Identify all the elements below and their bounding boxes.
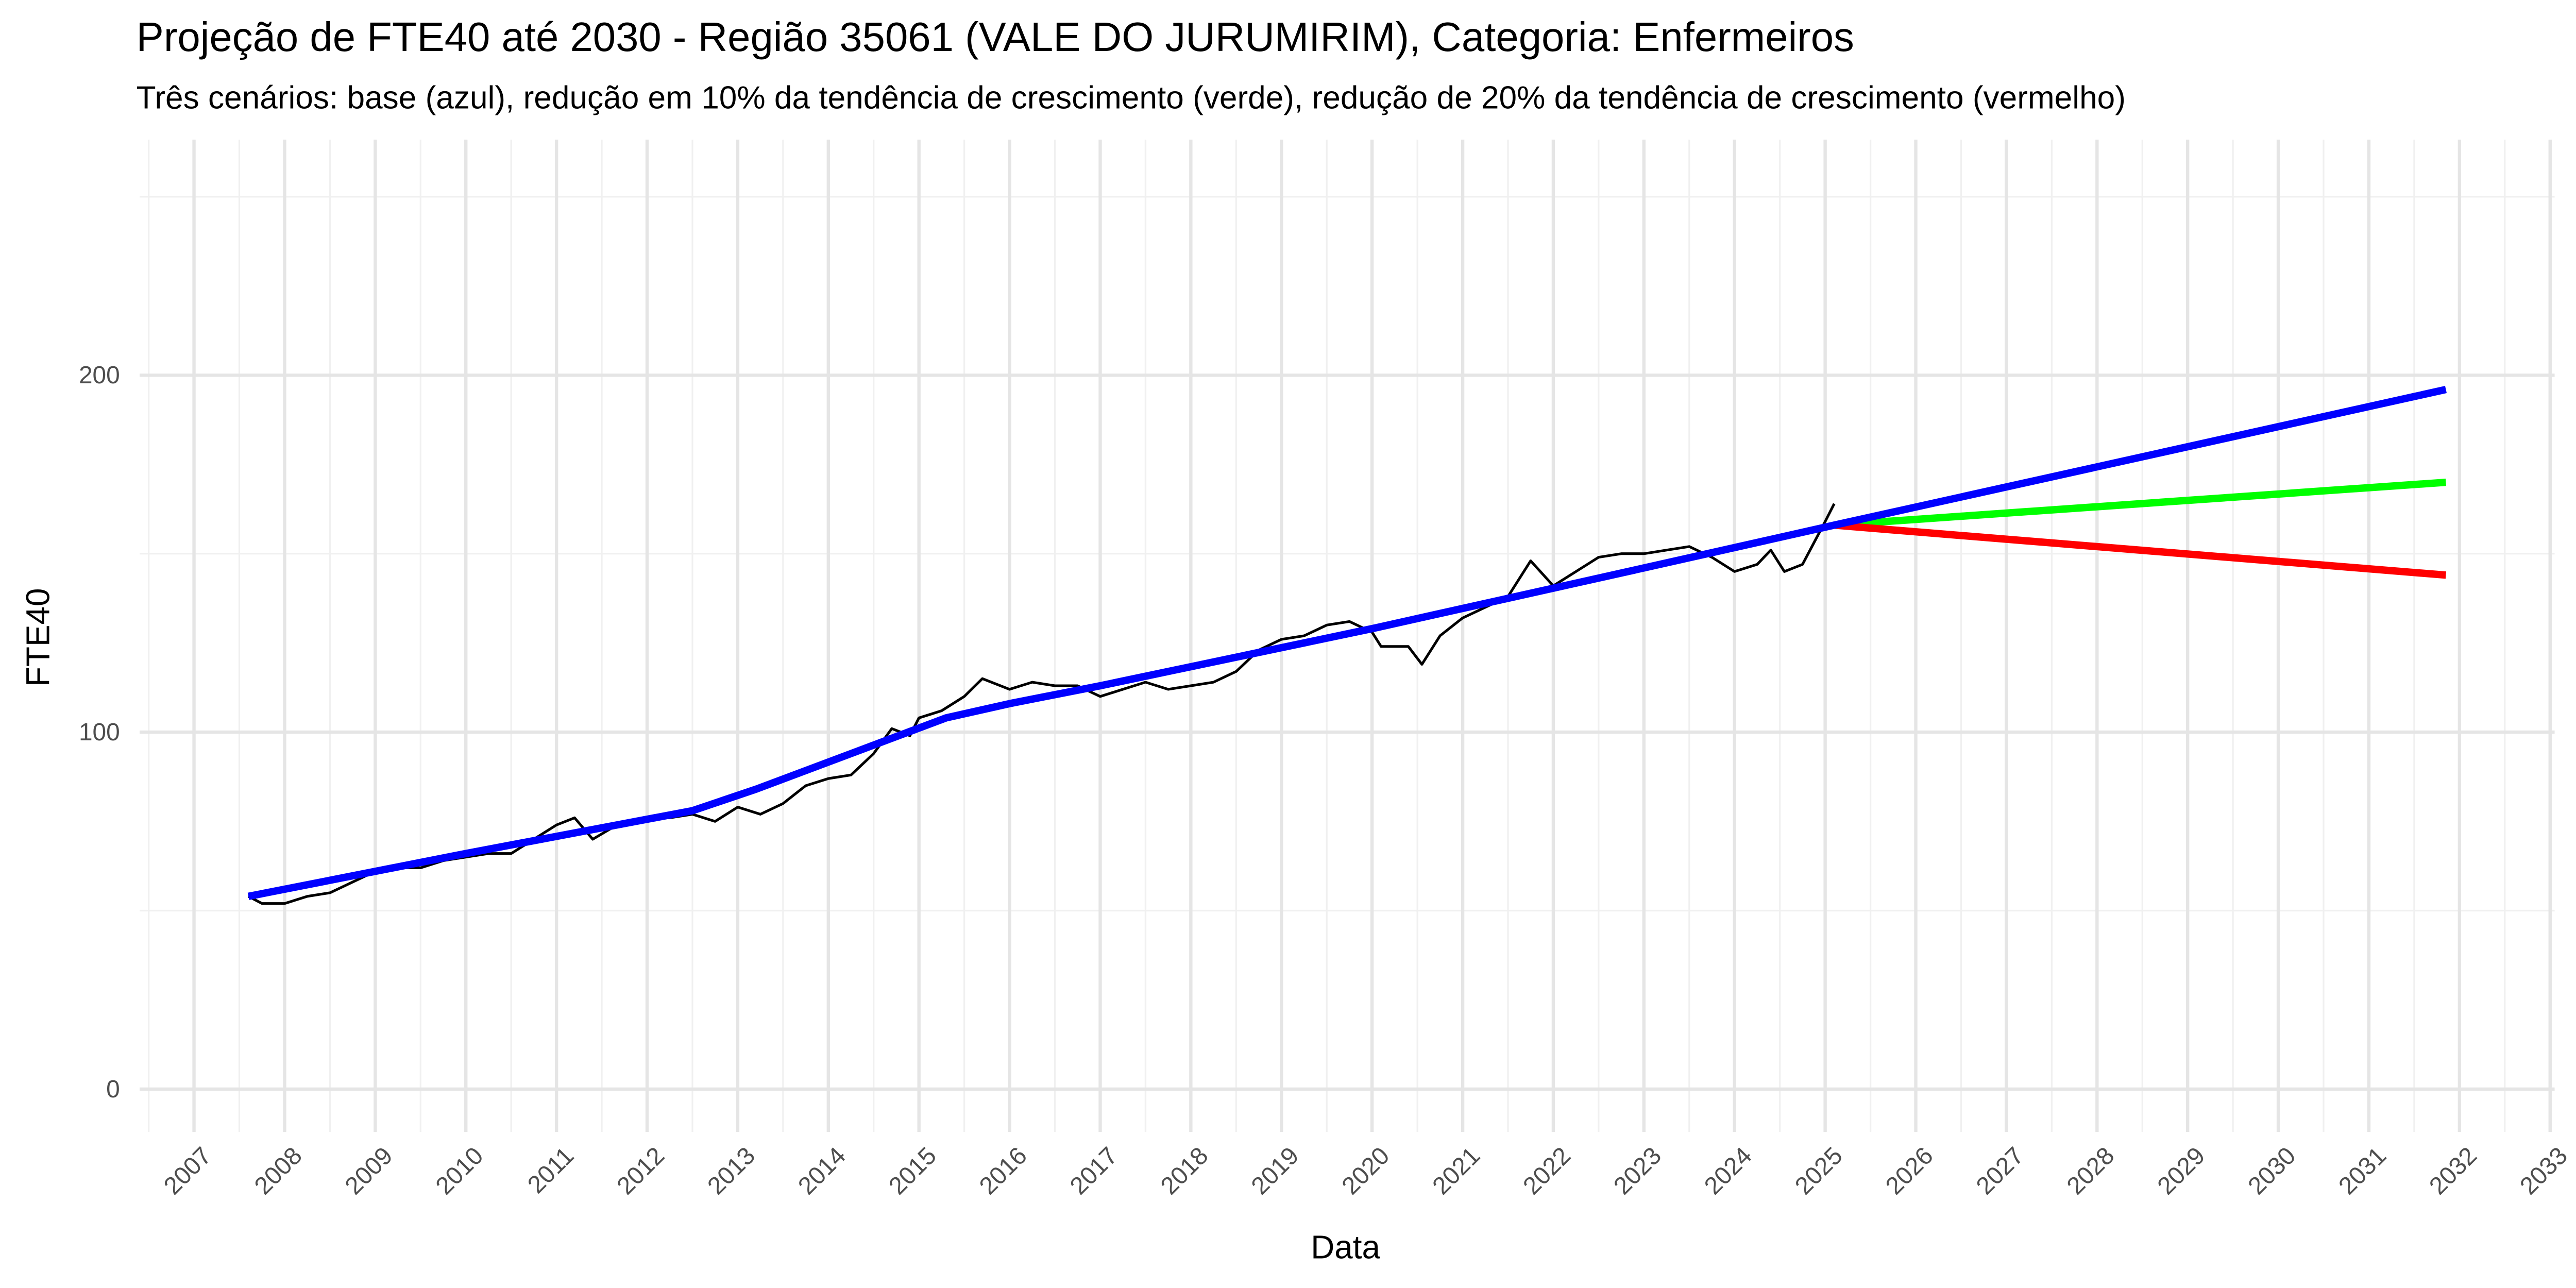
- x-tick-label: 2033: [2515, 1142, 2573, 1200]
- y-tick-label: 0: [106, 1076, 120, 1103]
- x-tick-label: 2020: [1337, 1142, 1395, 1200]
- x-tick-label: 2017: [1065, 1142, 1123, 1200]
- x-tick-label: 2019: [1246, 1142, 1304, 1200]
- x-tick-label: 2007: [159, 1142, 217, 1200]
- chart-subtitle: Três cenários: base (azul), redução em 1…: [137, 80, 2126, 115]
- x-tick-label: 2023: [1608, 1142, 1667, 1200]
- x-tick-label: 2030: [2243, 1142, 2301, 1200]
- x-tick-label: 2031: [2333, 1142, 2392, 1200]
- y-tick-label: 200: [79, 362, 120, 389]
- x-tick-label: 2029: [2153, 1142, 2211, 1200]
- x-tick-label: 2010: [431, 1142, 489, 1200]
- x-tick-label: 2014: [793, 1142, 851, 1200]
- x-tick-label: 2027: [1971, 1142, 2029, 1200]
- x-tick-label: 2032: [2424, 1142, 2482, 1200]
- series-line: [1834, 478, 2446, 529]
- x-tick-label: 2015: [884, 1142, 942, 1200]
- x-tick-label: 2009: [340, 1142, 398, 1200]
- x-tick-label: 2012: [612, 1142, 670, 1200]
- x-tick-label: 2011: [522, 1142, 579, 1199]
- series-line: [1834, 521, 2447, 579]
- x-tick-label: 2021: [1428, 1142, 1486, 1200]
- x-tick-label: 2025: [1790, 1142, 1848, 1200]
- chart-title: Projeção de FTE40 até 2030 - Região 3506…: [137, 14, 1854, 60]
- x-tick-label: 2028: [2062, 1142, 2120, 1200]
- series-line: [247, 503, 1836, 905]
- x-axis-label: Data: [1311, 1229, 1380, 1266]
- x-tick-label: 2024: [1699, 1142, 1757, 1200]
- x-tick-label: 2016: [974, 1142, 1032, 1200]
- series-line: [247, 386, 2447, 900]
- x-tick-label: 2018: [1156, 1142, 1214, 1200]
- x-tick-label: 2022: [1518, 1142, 1576, 1200]
- x-tick-label: 2008: [249, 1142, 308, 1200]
- y-axis-label: FTE40: [20, 588, 57, 687]
- y-tick-label: 100: [79, 719, 120, 746]
- x-tick-label: 2013: [702, 1142, 760, 1200]
- x-tick-label: 2026: [1880, 1142, 1939, 1200]
